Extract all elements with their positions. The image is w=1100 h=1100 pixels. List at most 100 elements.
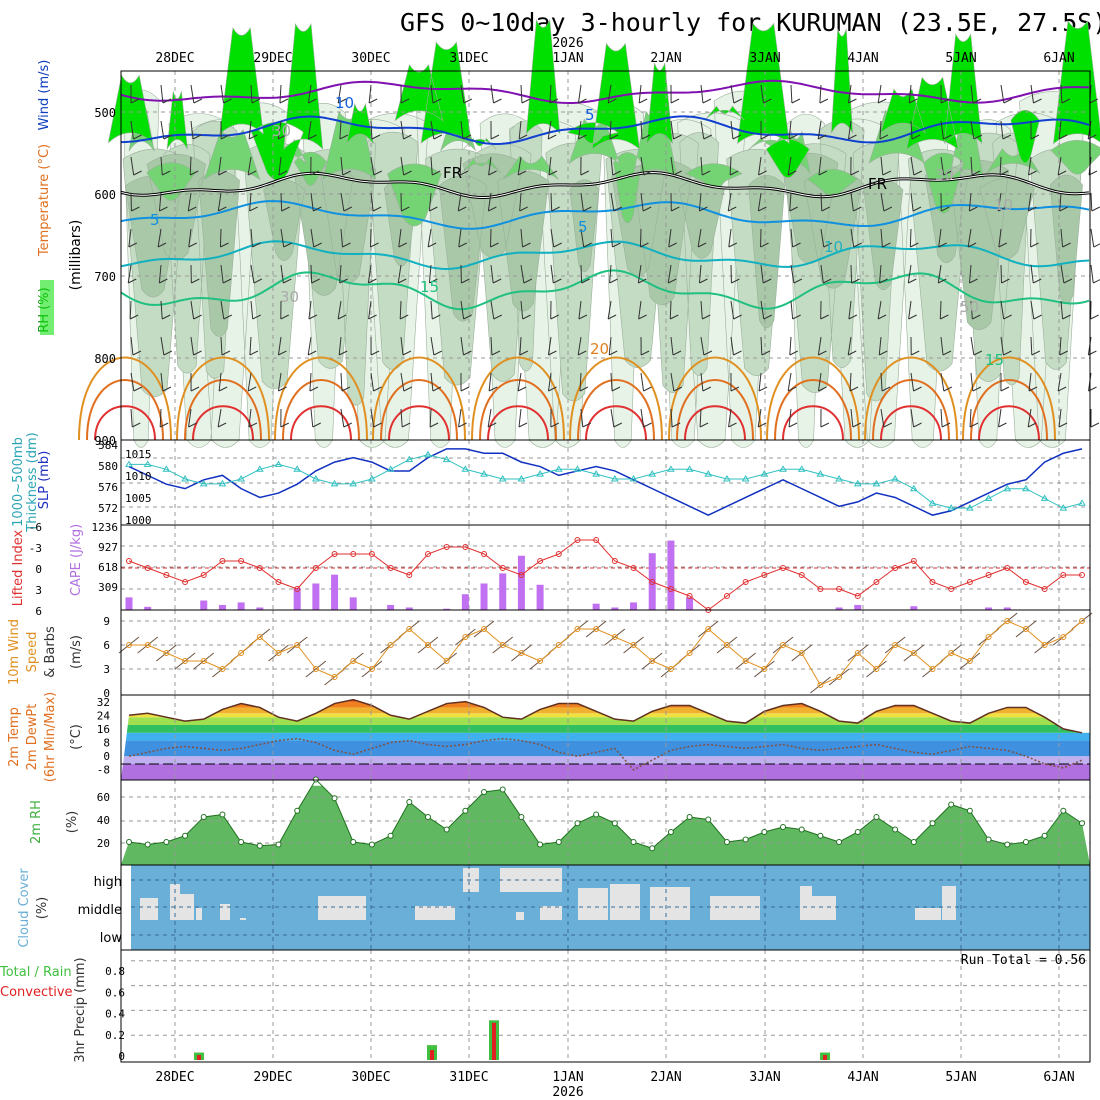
wind-barb-flag: [547, 134, 557, 140]
rh-shading-band: [107, 18, 1100, 181]
thickness-marker: [965, 504, 974, 511]
wind-speed-marker: [649, 658, 656, 664]
rh-marker: [518, 814, 525, 820]
li-marker: [966, 579, 973, 585]
date-label-bottom: 2JAN: [650, 1070, 681, 1085]
precip-tick: 0.2: [105, 1029, 125, 1042]
wind-barb-flag: [819, 98, 829, 104]
wind-barb: [158, 192, 162, 212]
wind-barb-flag: [548, 386, 557, 392]
cape-bar: [125, 597, 133, 610]
wind-barb-flag: [728, 206, 737, 212]
thickness-marker: [779, 465, 787, 472]
wind-barb: [520, 264, 525, 284]
wind-barb-flag: [283, 278, 292, 284]
wind-barb-flag: [188, 242, 197, 248]
wind-barb: [369, 228, 372, 248]
wind-barb-flag: [758, 386, 768, 392]
rh-marker: [1022, 839, 1029, 845]
wind-barb: [160, 336, 165, 356]
wind-barb-flag: [193, 98, 203, 104]
thickness-marker: [218, 479, 227, 487]
wind-speed-marker: [667, 666, 674, 672]
wind-barb-flag: [728, 242, 738, 248]
wind-barb-flag: [1062, 314, 1071, 320]
wind-barb-flag: [193, 350, 202, 356]
rh-marker: [144, 841, 151, 848]
date-label-bottom: 28DEC: [155, 1070, 194, 1085]
wind-speed-marker: [462, 634, 469, 640]
wind-speed-marker: [611, 634, 618, 640]
wind-barb: [547, 336, 552, 356]
wind-barb-flag: [611, 386, 621, 392]
wind-barb-flag: [671, 206, 680, 212]
dewpoint-line: [128, 737, 1083, 771]
wind-barb-flag: [459, 170, 469, 176]
thickness-marker: [386, 465, 395, 472]
wind-barb-flag: [130, 98, 140, 104]
wind-barb-flag: [697, 242, 707, 248]
wind-barb: [788, 408, 792, 428]
wind-barb-flag: [792, 242, 801, 248]
wind-barb: [547, 372, 552, 392]
wind-barb: [1027, 192, 1032, 212]
cloud-level-label: middle: [78, 903, 122, 918]
thickness-marker: [909, 484, 918, 492]
wind-barb: [670, 408, 673, 428]
wind-speed-marker: [387, 642, 394, 648]
wind-barb-flag: [1057, 170, 1067, 176]
rh-marker: [555, 839, 562, 845]
wind-barb: [400, 372, 405, 392]
wind-barb: [910, 120, 913, 140]
wind-barb-flag: [818, 350, 827, 356]
wind-barb: [609, 120, 612, 140]
thickness-marker: [685, 465, 694, 472]
wind-barb-flag: [1090, 422, 1100, 428]
isotherm-blue: [120, 115, 1090, 146]
rh-marker: [667, 829, 674, 835]
wind-speed-marker: [219, 666, 226, 672]
thickness-marker: [368, 475, 376, 482]
wind-barb: [1057, 156, 1062, 176]
thickness-marker: [1003, 484, 1012, 492]
wind-speed-marker: [350, 658, 357, 664]
wind-barb-flag: [850, 170, 860, 176]
wind-barb-flag: [580, 170, 590, 176]
wind-barb: [1000, 120, 1004, 140]
wind-barb-flag: [881, 386, 891, 392]
wind-barb: [550, 192, 553, 212]
date-label-top: 4JAN: [847, 51, 878, 66]
wind-barb-flag: [847, 350, 857, 356]
wind-label-d: (m/s): [69, 635, 84, 669]
wind-barb: [879, 120, 882, 140]
cloud-block: [610, 884, 640, 920]
wind-barb: [670, 120, 674, 140]
wind-barb-flag: [429, 206, 438, 212]
wind-barb: [157, 228, 162, 248]
wind-barb-flag: [908, 278, 917, 284]
wind-barb-flag: [398, 242, 407, 248]
rh-marker: [929, 820, 936, 827]
wind-barb-flag: [608, 350, 618, 356]
wind-barb-flag: [133, 386, 143, 392]
cape-bar: [443, 608, 451, 610]
wind-barb: [460, 300, 465, 320]
cape-tick: 618: [98, 561, 118, 574]
wind-barb: [430, 300, 433, 320]
li-tick: -6: [29, 521, 42, 534]
wind-barb: [520, 228, 524, 248]
li-marker: [892, 565, 899, 571]
wind-barb-flag: [583, 206, 592, 212]
wind-barb: [1090, 192, 1093, 212]
wind-barb-flag: [1089, 98, 1099, 104]
cape-tick: 927: [98, 541, 118, 554]
date-label-top: 5JAN: [945, 51, 976, 66]
li-marker: [611, 558, 618, 564]
date-label-bottom: 29DEC: [253, 1070, 292, 1085]
wind-barb-flag: [701, 170, 711, 176]
wind-barb-flag: [582, 422, 592, 428]
wind-barb: [310, 264, 313, 284]
wind-barb: [279, 84, 282, 104]
temp-label-b: 2m DewPt: [25, 704, 40, 771]
cloud-block: [942, 886, 956, 920]
